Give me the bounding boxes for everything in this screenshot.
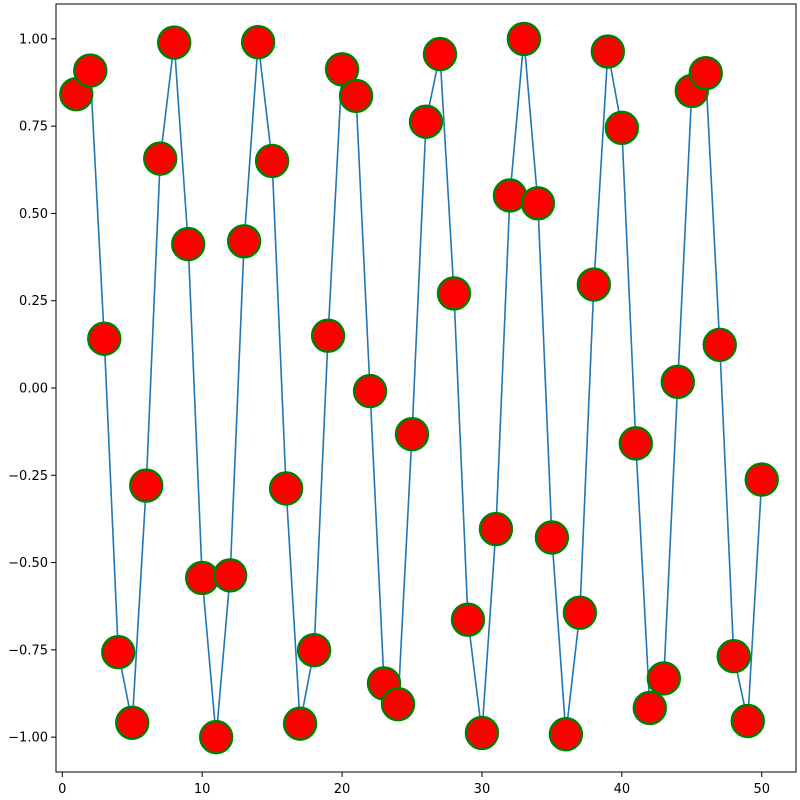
data-point-9	[170, 226, 206, 262]
data-point-29	[450, 602, 486, 637]
data-point-20	[324, 52, 360, 87]
data-point-8	[156, 25, 192, 60]
data-point-4	[101, 635, 136, 670]
data-point-36	[548, 717, 584, 752]
data-point-30	[464, 715, 500, 751]
data-point-22	[352, 373, 388, 409]
data-point-37	[562, 595, 598, 630]
y-tick-label-1: −0.75	[8, 643, 48, 658]
series-markers	[59, 21, 779, 755]
data-point-25	[394, 417, 430, 452]
y-tick-label-6: 0.50	[19, 207, 48, 222]
y-tick-label-3: −0.25	[8, 469, 48, 484]
y-tick-label-2: −0.50	[8, 556, 48, 571]
data-point-2	[73, 53, 108, 88]
data-point-46	[688, 55, 723, 91]
x-tick-label-0: 0	[58, 782, 66, 797]
data-point-15	[254, 143, 290, 179]
data-point-41	[618, 426, 654, 461]
data-point-33	[506, 21, 542, 57]
y-tick-label-4: 0.00	[19, 382, 48, 397]
x-tick-label-30: 30	[474, 782, 491, 797]
data-point-16	[268, 471, 304, 506]
axes: 0 10 20 30 40 50 −1.00 −0.75 −0.50 −0.25 0.00 0.25 0…	[8, 3, 797, 797]
y-tick-label-5: 0.25	[19, 294, 48, 309]
x-tick-label-50: 50	[753, 782, 770, 797]
data-point-5	[115, 705, 150, 740]
data-point-12	[212, 558, 248, 593]
data-point-35	[534, 520, 570, 555]
data-point-40	[604, 110, 640, 146]
series-line	[75, 38, 763, 738]
y-tick-label-7: 0.75	[19, 120, 48, 135]
data-point-38	[576, 267, 612, 302]
data-point-6	[129, 468, 164, 503]
y-tick-label-8: 1.00	[19, 32, 48, 47]
data-point-34	[520, 186, 556, 221]
data-point-50	[744, 462, 779, 497]
data-point-17	[282, 706, 318, 741]
data-point-31	[478, 511, 514, 547]
data-point-21	[338, 78, 374, 114]
data-point-42	[632, 690, 668, 726]
y-tick-label-0: −1.00	[8, 731, 48, 746]
data-point-47	[702, 327, 737, 363]
data-point-43	[646, 661, 682, 696]
data-point-19	[310, 318, 346, 353]
data-point-7	[143, 141, 178, 176]
x-tick-label-40: 40	[614, 782, 631, 797]
plot-area	[59, 21, 779, 755]
data-point-27	[422, 36, 458, 72]
data-point-26	[408, 104, 444, 139]
data-point-18	[296, 632, 332, 668]
x-tick-label-10: 10	[194, 782, 211, 797]
data-point-39	[590, 34, 626, 69]
data-point-13	[226, 224, 262, 259]
data-point-48	[716, 639, 751, 674]
data-point-49	[730, 703, 765, 739]
data-point-24	[380, 686, 416, 722]
data-point-44	[660, 364, 695, 400]
data-point-3	[87, 321, 122, 356]
data-point-28	[436, 276, 472, 311]
data-point-11	[198, 719, 234, 755]
data-point-14	[240, 24, 276, 60]
x-tick-label-20: 20	[334, 782, 351, 797]
